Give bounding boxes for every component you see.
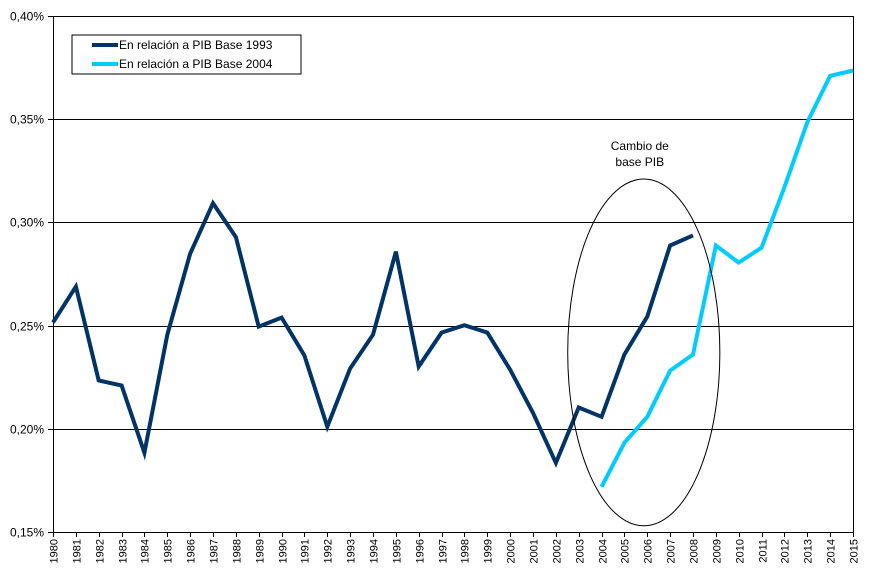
x-tick-label: 2006: [643, 539, 655, 563]
x-tick-label: 2011: [758, 539, 770, 563]
x-tick-label: 1985: [163, 539, 175, 563]
x-tick-label: 2005: [620, 539, 632, 563]
x-tick-label: 2001: [529, 539, 541, 563]
legend-label-base-1993: En relación a PIB Base 1993: [119, 38, 273, 52]
x-tick-label: 1984: [140, 539, 152, 563]
x-tick-label: 1992: [323, 539, 335, 563]
y-tick-label: 0,30%: [10, 216, 44, 230]
x-tick-label: 1982: [95, 539, 107, 563]
x-tick-label: 1981: [72, 539, 84, 563]
legend: En relación a PIB Base 1993 En relación …: [71, 34, 302, 75]
y-tick-label: 0,35%: [10, 113, 44, 127]
annotation-ellipse: [567, 178, 721, 527]
y-axis-ticks: 0,15% 0,20% 0,25% 0,30% 0,35% 0,40%: [10, 10, 53, 540]
x-tick-label: 1989: [255, 539, 267, 563]
annotation-text-line-2: base PIB: [615, 155, 664, 169]
x-axis-ticks: 1980 1981 1982 1983 1984 1985 1986 1987 1988 1989…: [49, 532, 861, 563]
x-tick-label: 1991: [300, 539, 312, 563]
x-tick-label: 2014: [826, 539, 838, 563]
legend-box: [71, 34, 302, 75]
x-tick-label: 2000: [506, 539, 518, 563]
x-tick-label: 2003: [575, 539, 587, 563]
x-tick-label: 1987: [209, 539, 221, 563]
gridlines: [53, 16, 853, 430]
x-tick-label: 2002: [552, 539, 564, 563]
x-tick-label: 1996: [415, 539, 427, 563]
annotation-text-line-1: Cambio de: [611, 139, 669, 153]
x-tick-label: 2012: [780, 539, 792, 563]
legend-label-base-2004: En relación a PIB Base 2004: [119, 57, 273, 71]
series-line-1: [599, 68, 854, 488]
x-tick-label: 1990: [278, 539, 290, 563]
x-tick-label: 2004: [598, 539, 610, 563]
x-tick-label: 2008: [689, 539, 701, 563]
y-tick-label: 0,40%: [10, 10, 44, 24]
y-tick-label: 0,25%: [10, 320, 44, 334]
series-lines: [51, 68, 854, 488]
x-tick-label: 1980: [49, 539, 61, 563]
x-tick-label: 1986: [186, 539, 198, 563]
x-tick-label: 2007: [666, 539, 678, 563]
x-tick-label: 2010: [735, 539, 747, 563]
x-tick-label: 2015: [849, 539, 861, 563]
y-tick-label: 0,20%: [10, 423, 44, 437]
x-tick-label: 1998: [460, 539, 472, 563]
axes: [53, 16, 854, 533]
x-tick-label: 2009: [712, 539, 724, 563]
y-tick-label: 0,15%: [10, 526, 44, 540]
x-tick-label: 1999: [483, 539, 495, 563]
x-tick-label: 1983: [118, 539, 130, 563]
x-tick-label: 2013: [803, 539, 815, 563]
series-line-0: [51, 199, 694, 468]
x-tick-label: 1994: [369, 539, 381, 563]
x-tick-label: 1988: [232, 539, 244, 563]
x-tick-label: 1997: [438, 539, 450, 563]
x-tick-label: 1993: [346, 539, 358, 563]
annotation: Cambio de base PIB: [567, 139, 721, 527]
x-tick-label: 1995: [392, 539, 404, 563]
